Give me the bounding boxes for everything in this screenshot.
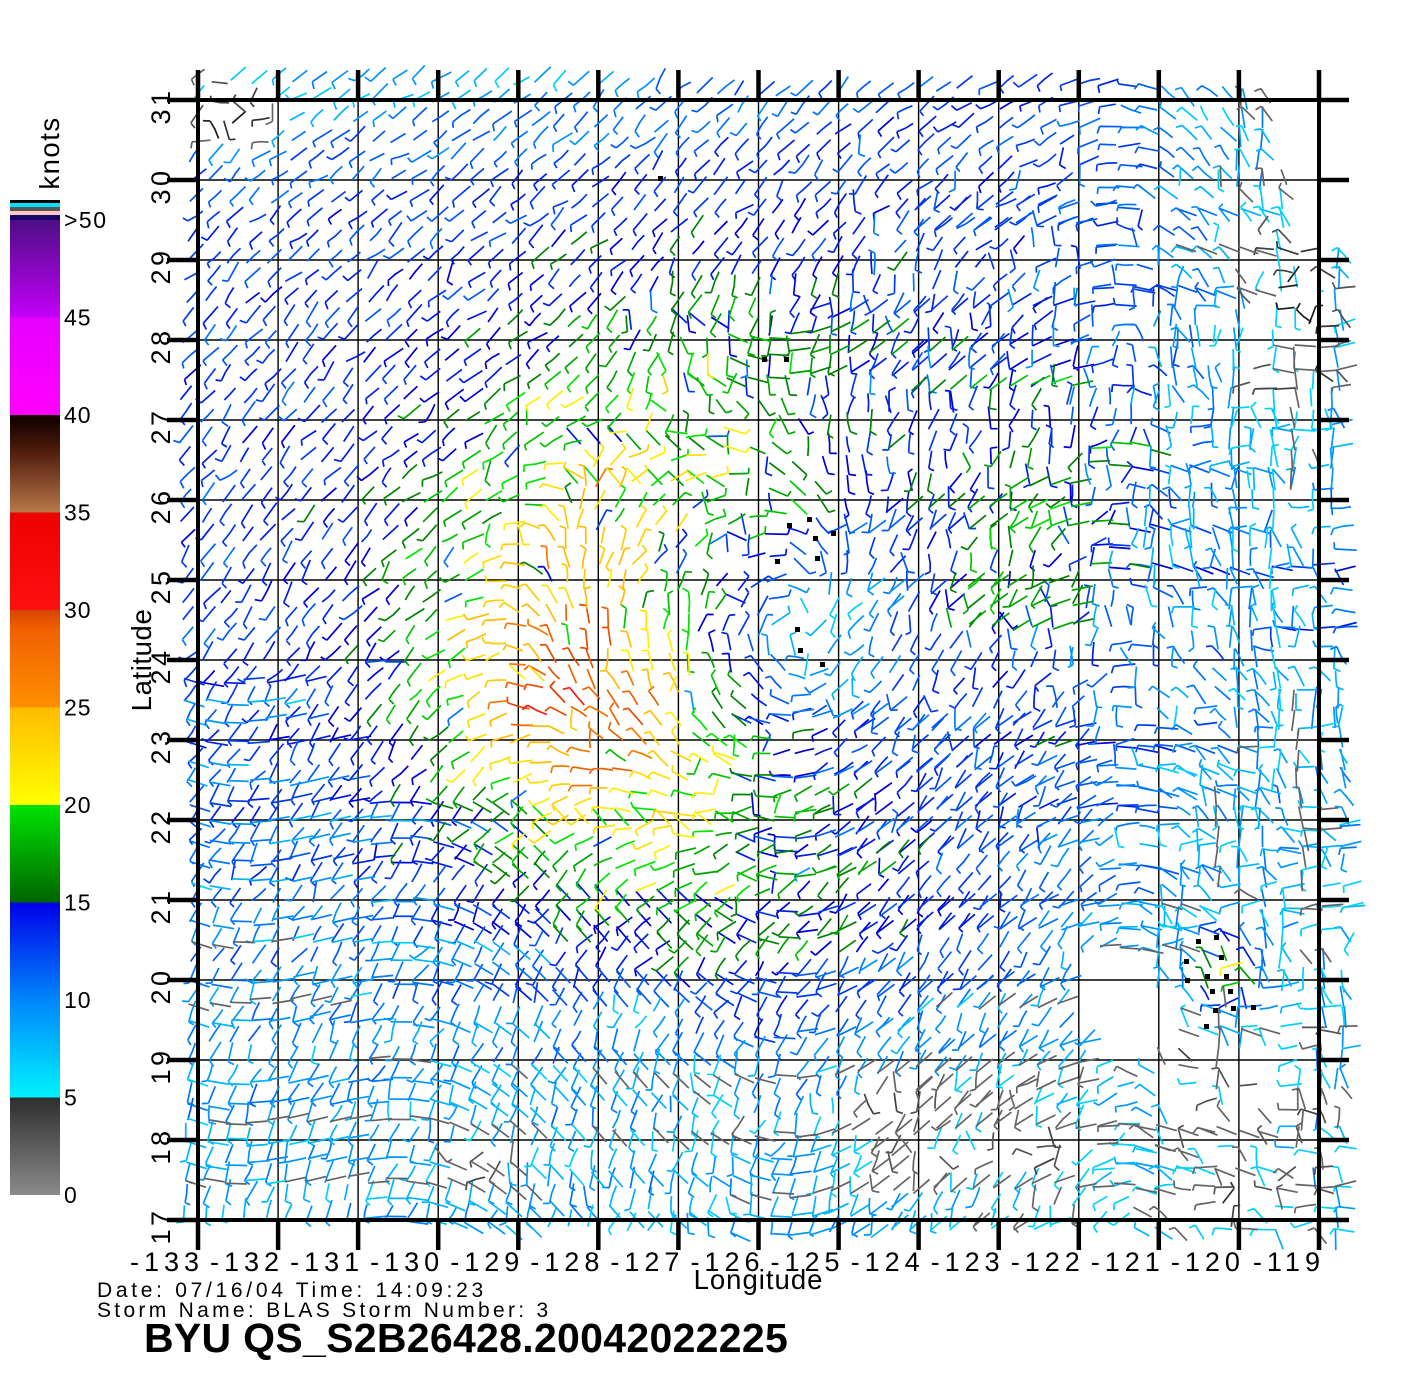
- svg-text:0: 0: [64, 1182, 78, 1208]
- svg-text:Longitude: Longitude: [694, 1264, 824, 1295]
- svg-text:40: 40: [64, 402, 92, 428]
- svg-text:31: 31: [146, 87, 176, 124]
- svg-text:>50: >50: [64, 207, 108, 233]
- svg-text:24: 24: [146, 647, 176, 684]
- svg-text:-127: -127: [610, 1247, 684, 1277]
- svg-text:21: 21: [146, 887, 176, 924]
- svg-text:29: 29: [146, 247, 176, 284]
- svg-text:20: 20: [146, 967, 176, 1004]
- svg-text:26: 26: [146, 487, 176, 524]
- svg-text:-128: -128: [530, 1247, 604, 1277]
- svg-text:-124: -124: [851, 1247, 925, 1277]
- svg-text:30: 30: [146, 167, 176, 204]
- svg-text:18: 18: [146, 1127, 176, 1164]
- svg-text:23: 23: [146, 727, 176, 764]
- svg-text:Latitude: Latitude: [126, 609, 157, 712]
- svg-text:-123: -123: [931, 1247, 1005, 1277]
- svg-text:-130: -130: [370, 1247, 444, 1277]
- svg-text:-133: -133: [130, 1247, 204, 1277]
- svg-text:28: 28: [146, 327, 176, 364]
- svg-text:17: 17: [146, 1207, 176, 1244]
- svg-text:-122: -122: [1011, 1247, 1085, 1277]
- svg-text:-125: -125: [771, 1247, 845, 1277]
- svg-text:-132: -132: [210, 1247, 284, 1277]
- svg-text:-129: -129: [450, 1247, 524, 1277]
- svg-text:15: 15: [64, 890, 92, 916]
- svg-text:25: 25: [64, 695, 92, 721]
- svg-text:-119: -119: [1253, 1247, 1325, 1277]
- svg-text:10: 10: [64, 987, 92, 1013]
- svg-text:30: 30: [64, 597, 92, 623]
- svg-text:Date: 07/16/04 Time: 14:0: Date: 07/16/04 Time: 14:09:23: [97, 1279, 487, 1302]
- svg-text:-131: -131: [290, 1247, 364, 1277]
- svg-text:BYU QS_S2B26428.20042022225: BYU QS_S2B26428.20042022225: [144, 1315, 788, 1361]
- svg-text:knots: knots: [34, 116, 65, 189]
- svg-text:25: 25: [146, 567, 176, 604]
- svg-text:Storm Name: BLAS Storm: Storm Name: BLAS Storm Number: 3: [97, 1299, 552, 1322]
- svg-text:-120: -120: [1171, 1247, 1245, 1277]
- svg-text:45: 45: [64, 305, 92, 331]
- svg-text:19: 19: [146, 1047, 176, 1084]
- svg-text:35: 35: [64, 500, 92, 526]
- svg-text:-126: -126: [690, 1247, 764, 1277]
- svg-text:20: 20: [64, 792, 92, 818]
- svg-text:-121: -121: [1091, 1247, 1165, 1277]
- svg-text:5: 5: [64, 1085, 78, 1111]
- svg-text:22: 22: [146, 807, 176, 844]
- svg-text:27: 27: [146, 407, 176, 444]
